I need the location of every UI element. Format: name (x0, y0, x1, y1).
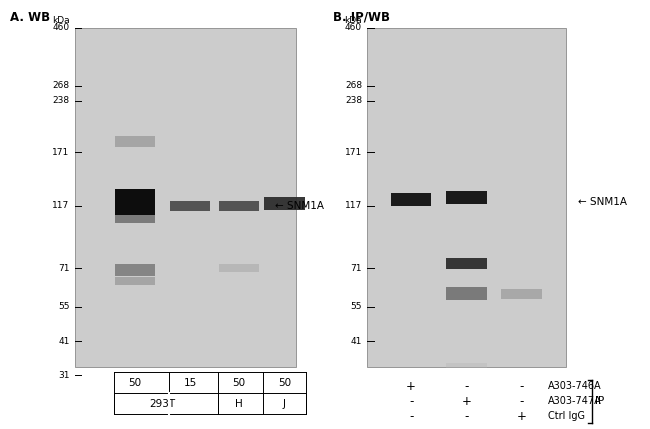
Text: 41: 41 (58, 337, 70, 345)
Text: 293T: 293T (150, 399, 176, 409)
Text: J: J (283, 399, 286, 409)
Text: Ctrl IgG: Ctrl IgG (548, 411, 585, 421)
Bar (114, 264, 155, 276)
Text: -: - (409, 395, 413, 408)
Text: 117: 117 (52, 202, 70, 210)
Bar (218, 200, 259, 211)
Bar (446, 258, 487, 269)
Text: +: + (462, 395, 471, 408)
Text: -: - (464, 380, 469, 393)
Text: 41: 41 (351, 337, 362, 345)
Bar (114, 277, 155, 285)
Text: 171: 171 (52, 148, 70, 157)
Text: 15: 15 (183, 378, 197, 388)
Text: 238: 238 (345, 97, 362, 105)
Text: IP: IP (595, 396, 604, 406)
Text: 50: 50 (278, 378, 291, 388)
Text: 71: 71 (58, 264, 70, 272)
Text: -: - (464, 410, 469, 423)
Text: +: + (517, 410, 526, 423)
Bar (391, 193, 432, 206)
Bar (446, 287, 487, 300)
Text: 31: 31 (58, 371, 70, 380)
Text: 268: 268 (53, 82, 70, 90)
Text: 268: 268 (345, 82, 362, 90)
Bar (218, 264, 259, 272)
Text: -: - (519, 380, 524, 393)
Text: 50: 50 (232, 378, 246, 388)
Text: 55: 55 (58, 302, 70, 311)
Text: 460: 460 (345, 24, 362, 32)
Text: 71: 71 (350, 264, 362, 272)
Bar (446, 191, 487, 204)
Bar (367, 28, 566, 367)
Bar (114, 214, 155, 223)
Text: 460: 460 (53, 24, 70, 32)
Text: -: - (409, 410, 413, 423)
Bar (446, 363, 487, 368)
Bar (501, 289, 542, 299)
Text: A303-747A: A303-747A (548, 396, 602, 406)
Bar (114, 189, 155, 214)
Text: +: + (406, 380, 416, 393)
Text: kDa: kDa (344, 16, 362, 24)
Bar (114, 136, 155, 147)
Text: ← SNM1A: ← SNM1A (275, 201, 324, 211)
Text: A303-746A: A303-746A (548, 381, 601, 391)
Text: ← SNM1A: ← SNM1A (578, 196, 627, 207)
Text: 171: 171 (344, 148, 362, 157)
Text: 55: 55 (350, 302, 362, 311)
Text: 50: 50 (128, 378, 142, 388)
Bar (170, 200, 211, 211)
Text: 117: 117 (344, 202, 362, 210)
Text: B. IP/WB: B. IP/WB (333, 11, 390, 24)
Text: 238: 238 (53, 97, 70, 105)
Text: kDa: kDa (52, 16, 70, 24)
Text: -: - (519, 395, 524, 408)
Text: H: H (235, 399, 242, 409)
Text: A. WB: A. WB (10, 11, 50, 24)
Bar (75, 28, 296, 367)
Bar (264, 197, 305, 210)
